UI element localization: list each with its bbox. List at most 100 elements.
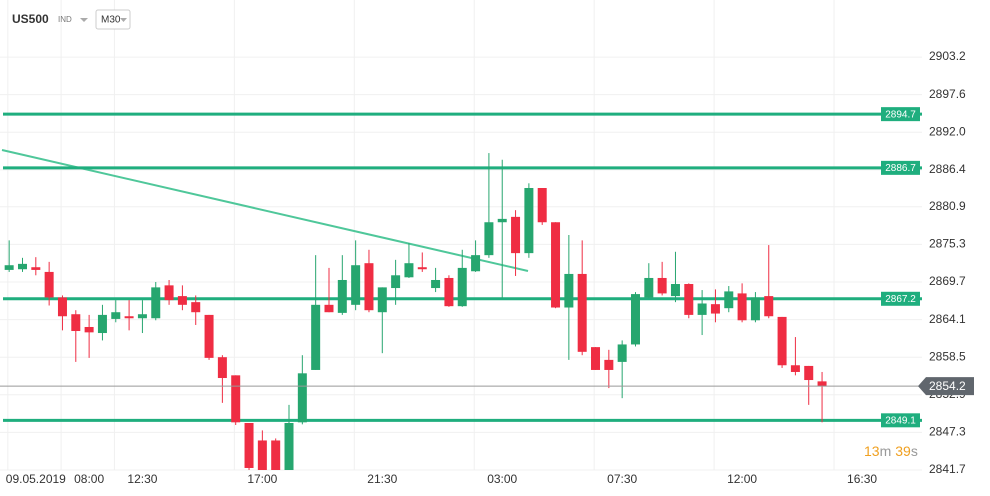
level-label: 2894.7 [885, 109, 916, 120]
last-price-label: 2854.2 [929, 379, 966, 393]
candle-body [431, 279, 441, 289]
caret[interactable] [120, 18, 127, 22]
candle-body [471, 255, 481, 272]
candle-body [364, 263, 374, 311]
candle-body [497, 218, 507, 223]
candle-body [591, 347, 601, 370]
candle-body [311, 304, 321, 370]
level-label: 2867.2 [885, 294, 916, 305]
candle-body [84, 326, 94, 333]
candle-body [191, 302, 201, 313]
candle-body [511, 216, 521, 254]
candle-body [391, 275, 401, 289]
trendline [1, 149, 529, 272]
last-price-box [918, 377, 974, 396]
candle-body [217, 357, 227, 379]
caret[interactable] [80, 18, 88, 22]
x-tick-label: 17:00 [247, 472, 277, 486]
candle-body [151, 287, 161, 319]
y-tick-label: 2858.5 [929, 349, 966, 363]
y-tick-label: 2875.3 [929, 237, 966, 251]
candle-body [44, 271, 54, 298]
x-tick-label: 07:30 [607, 472, 637, 486]
level-label-box [881, 291, 920, 306]
y-tick-label: 2897.6 [929, 87, 966, 101]
candle-body [271, 440, 281, 470]
candle-body [764, 296, 774, 317]
candle-body [404, 263, 414, 278]
candle-body [644, 277, 654, 298]
timer-seconds: 39 [895, 443, 911, 459]
candle-body [71, 314, 81, 332]
candle-body [657, 277, 667, 294]
y-tick-label: 2864.1 [929, 312, 966, 326]
level-label-box [881, 413, 920, 428]
x-tick-label: 12:30 [127, 472, 157, 486]
candle-body [204, 314, 214, 358]
candle-body [244, 423, 254, 468]
candle-body [444, 277, 454, 307]
y-tick-label: 2892.0 [929, 124, 966, 138]
level-label: 2886.7 [885, 163, 916, 174]
candle-body [351, 265, 361, 305]
timeframe[interactable]: M30 [101, 15, 121, 26]
candle-body [737, 293, 747, 321]
level-label: 2849.1 [885, 415, 916, 426]
candle-body [457, 267, 467, 307]
candle-body [417, 267, 427, 270]
candle-body [790, 365, 800, 372]
candle-body [57, 297, 67, 317]
y-tick-label: 2847.3 [929, 425, 966, 439]
x-tick-label: 09.05.2019 [6, 472, 66, 486]
y-tick-label: 2841.7 [929, 462, 966, 476]
candle-body [537, 188, 547, 223]
candle-body [577, 273, 587, 352]
y-tick-label: 2869.7 [929, 274, 966, 288]
candle-body [777, 316, 787, 366]
candle-body [750, 297, 760, 321]
x-tick-label: 08:00 [74, 472, 104, 486]
candle-body [177, 296, 187, 305]
timer-unit: m [880, 443, 892, 459]
candle-body [604, 359, 614, 370]
market: IND [58, 15, 72, 24]
candle-body [377, 287, 387, 313]
candle-body [697, 303, 707, 315]
candle-body [617, 344, 627, 362]
candle-body [137, 314, 147, 319]
candle-body [124, 316, 134, 319]
candle-body [670, 284, 680, 297]
x-tick-label: 12:00 [727, 472, 757, 486]
candle-body [710, 304, 720, 314]
timer-unit: s [911, 443, 918, 459]
x-tick-label: 16:30 [847, 472, 877, 486]
y-tick-label: 2886.4 [929, 162, 966, 176]
timer-minutes: 13 [864, 443, 880, 459]
candle-body [484, 222, 494, 256]
candle-body [97, 314, 107, 334]
candle-body [297, 373, 307, 423]
x-tick-label: 21:30 [367, 472, 397, 486]
candle-body [564, 273, 574, 308]
candle-body [804, 365, 814, 381]
candle-body [164, 285, 174, 301]
x-tick-label: 03:00 [487, 472, 517, 486]
candle-body [4, 265, 14, 270]
candle-body [284, 423, 294, 470]
candle-body [231, 375, 241, 423]
level-label-box [881, 107, 920, 122]
timeframe-box[interactable] [95, 9, 131, 30]
candle-body [684, 284, 694, 315]
level-label-box [881, 160, 920, 175]
y-tick-label: 2880.9 [929, 199, 966, 213]
candle-body [337, 279, 347, 313]
timer: 13m 39s [864, 443, 918, 459]
candle-body [817, 381, 827, 387]
symbol[interactable]: US500 [12, 12, 49, 26]
candle-body [324, 304, 334, 313]
candle-body [17, 263, 27, 270]
y-tick-label: 2903.2 [929, 49, 966, 63]
candle-body [31, 267, 41, 270]
candle-body [524, 188, 534, 254]
